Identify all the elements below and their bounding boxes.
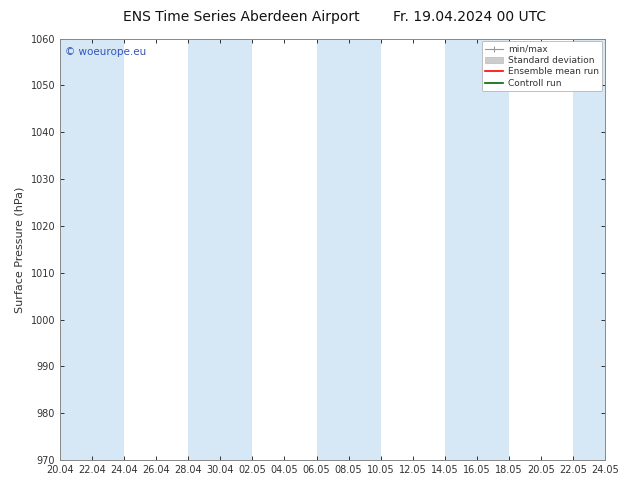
Bar <box>573 39 605 460</box>
Bar <box>445 39 509 460</box>
Bar <box>60 39 124 460</box>
Y-axis label: Surface Pressure (hPa): Surface Pressure (hPa) <box>15 186 25 313</box>
Text: ENS Time Series Aberdeen Airport: ENS Time Series Aberdeen Airport <box>122 10 359 24</box>
Bar <box>316 39 380 460</box>
Legend: min/max, Standard deviation, Ensemble mean run, Controll run: min/max, Standard deviation, Ensemble me… <box>482 41 602 91</box>
Text: © woeurope.eu: © woeurope.eu <box>65 47 146 57</box>
Text: Fr. 19.04.2024 00 UTC: Fr. 19.04.2024 00 UTC <box>392 10 546 24</box>
Bar <box>188 39 252 460</box>
